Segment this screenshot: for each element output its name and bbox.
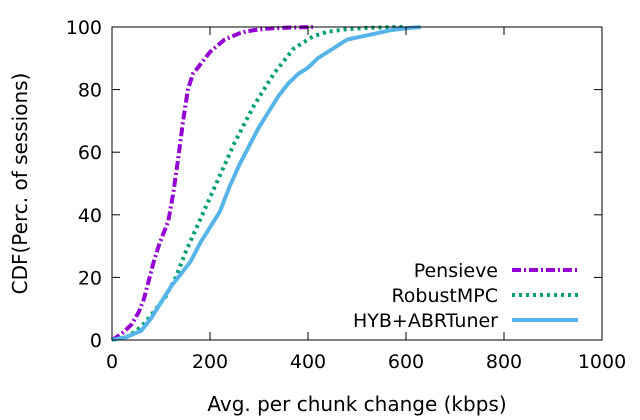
x-tick-label: 0 [106,351,118,373]
x-tick-label: 1000 [578,351,626,373]
series-line-hyb-abrtuner [111,25,421,342]
x-tick-label: 600 [388,351,424,373]
x-tick-label: 200 [192,351,228,373]
x-tick-label: 800 [486,351,522,373]
legend-label-pensieve: Pensieve [414,260,498,282]
y-tick-label: 60 [78,142,102,164]
plot-lines [110,25,421,342]
series-line-robustmpc [111,25,406,342]
y-axis-ticks: 0 20 40 60 80 100 [66,17,602,352]
y-axis-label: CDF(Perc. of sessions) [8,73,32,295]
series-line-pensieve [110,25,313,342]
plot-frame [111,26,603,341]
x-axis-ticks: 0 200 400 600 800 1000 [106,27,626,373]
legend-label-robustmpc: RobustMPC [391,285,498,307]
y-tick-label: 80 [78,80,102,102]
legend: Pensieve RobustMPC HYB+ABRTuner [353,260,578,332]
x-axis-label: Avg. per chunk change (kbps) [207,392,506,416]
legend-label-hyb-abrtuner: HYB+ABRTuner [353,310,498,332]
x-tick-label: 400 [290,351,326,373]
y-tick-label: 40 [78,205,102,227]
y-tick-label: 0 [90,330,102,352]
y-tick-label: 20 [78,267,102,289]
y-tick-label: 100 [66,17,102,39]
